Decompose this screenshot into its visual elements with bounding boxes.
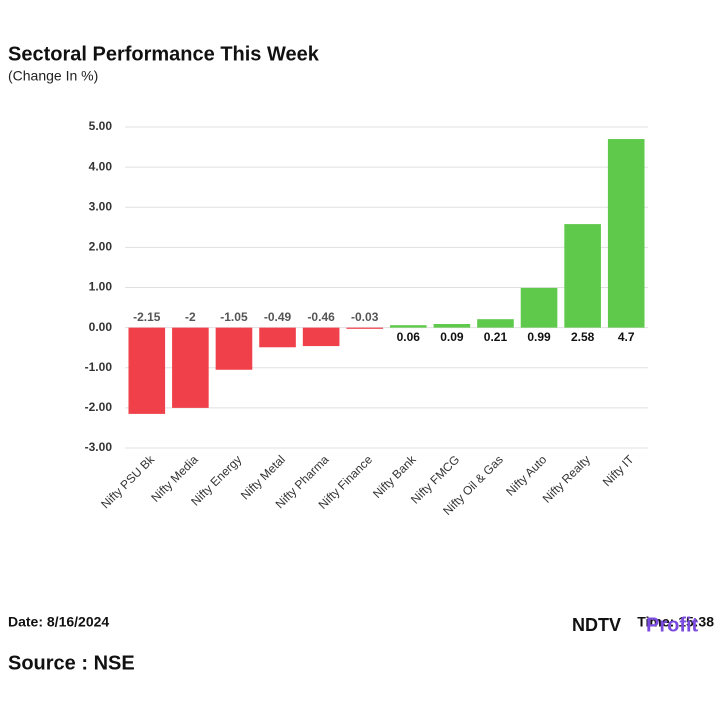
value-label: 2.58 bbox=[571, 330, 595, 344]
bar bbox=[564, 224, 601, 328]
value-label: 0.21 bbox=[484, 330, 508, 344]
bar bbox=[389, 325, 427, 328]
bar bbox=[215, 327, 253, 370]
y-tick-label: 2.00 bbox=[89, 240, 113, 254]
value-label: -1.05 bbox=[220, 310, 248, 324]
logo-ndtv: NDTV bbox=[572, 615, 621, 635]
value-label: -0.46 bbox=[307, 310, 335, 324]
bar bbox=[607, 139, 645, 328]
y-tick-label: 0.00 bbox=[89, 320, 113, 334]
x-tick-label: Nifty Realty bbox=[540, 452, 593, 505]
x-tick-label: Nifty PSU Bk bbox=[98, 452, 158, 512]
chart-title: Sectoral Performance This Week bbox=[8, 43, 320, 65]
bar bbox=[128, 327, 166, 414]
bar bbox=[172, 327, 209, 408]
value-label: -0.49 bbox=[264, 310, 292, 324]
x-tick-label: Nifty IT bbox=[600, 452, 637, 489]
y-tick-label: -2.00 bbox=[85, 400, 113, 414]
y-tick-label: 4.00 bbox=[89, 159, 113, 173]
value-label: -2.15 bbox=[133, 310, 161, 324]
source: Source : NSE bbox=[8, 652, 135, 674]
y-tick-label: 1.00 bbox=[89, 280, 113, 294]
value-label: 4.7 bbox=[618, 330, 635, 344]
value-label: 0.99 bbox=[527, 330, 551, 344]
bar bbox=[520, 287, 558, 328]
bar bbox=[433, 324, 471, 328]
value-label: 0.09 bbox=[440, 330, 464, 344]
y-tick-label: 3.00 bbox=[89, 199, 113, 213]
value-label: -0.03 bbox=[351, 310, 379, 324]
y-tick-label: -1.00 bbox=[85, 360, 113, 374]
bar bbox=[259, 327, 296, 348]
value-label: -2 bbox=[185, 310, 196, 324]
value-label: 0.06 bbox=[397, 330, 421, 344]
bar bbox=[302, 327, 340, 347]
y-tick-label: 5.00 bbox=[89, 119, 113, 133]
y-tick-label: -3.00 bbox=[85, 440, 113, 454]
time: Time: 15:38 bbox=[637, 614, 714, 630]
logo-profit: Profit bbox=[646, 614, 699, 636]
bar bbox=[477, 319, 514, 328]
date: Date: 8/16/2024 bbox=[8, 614, 109, 630]
bar bbox=[346, 327, 384, 329]
chart-subtitle: (Change In %) bbox=[8, 68, 98, 84]
